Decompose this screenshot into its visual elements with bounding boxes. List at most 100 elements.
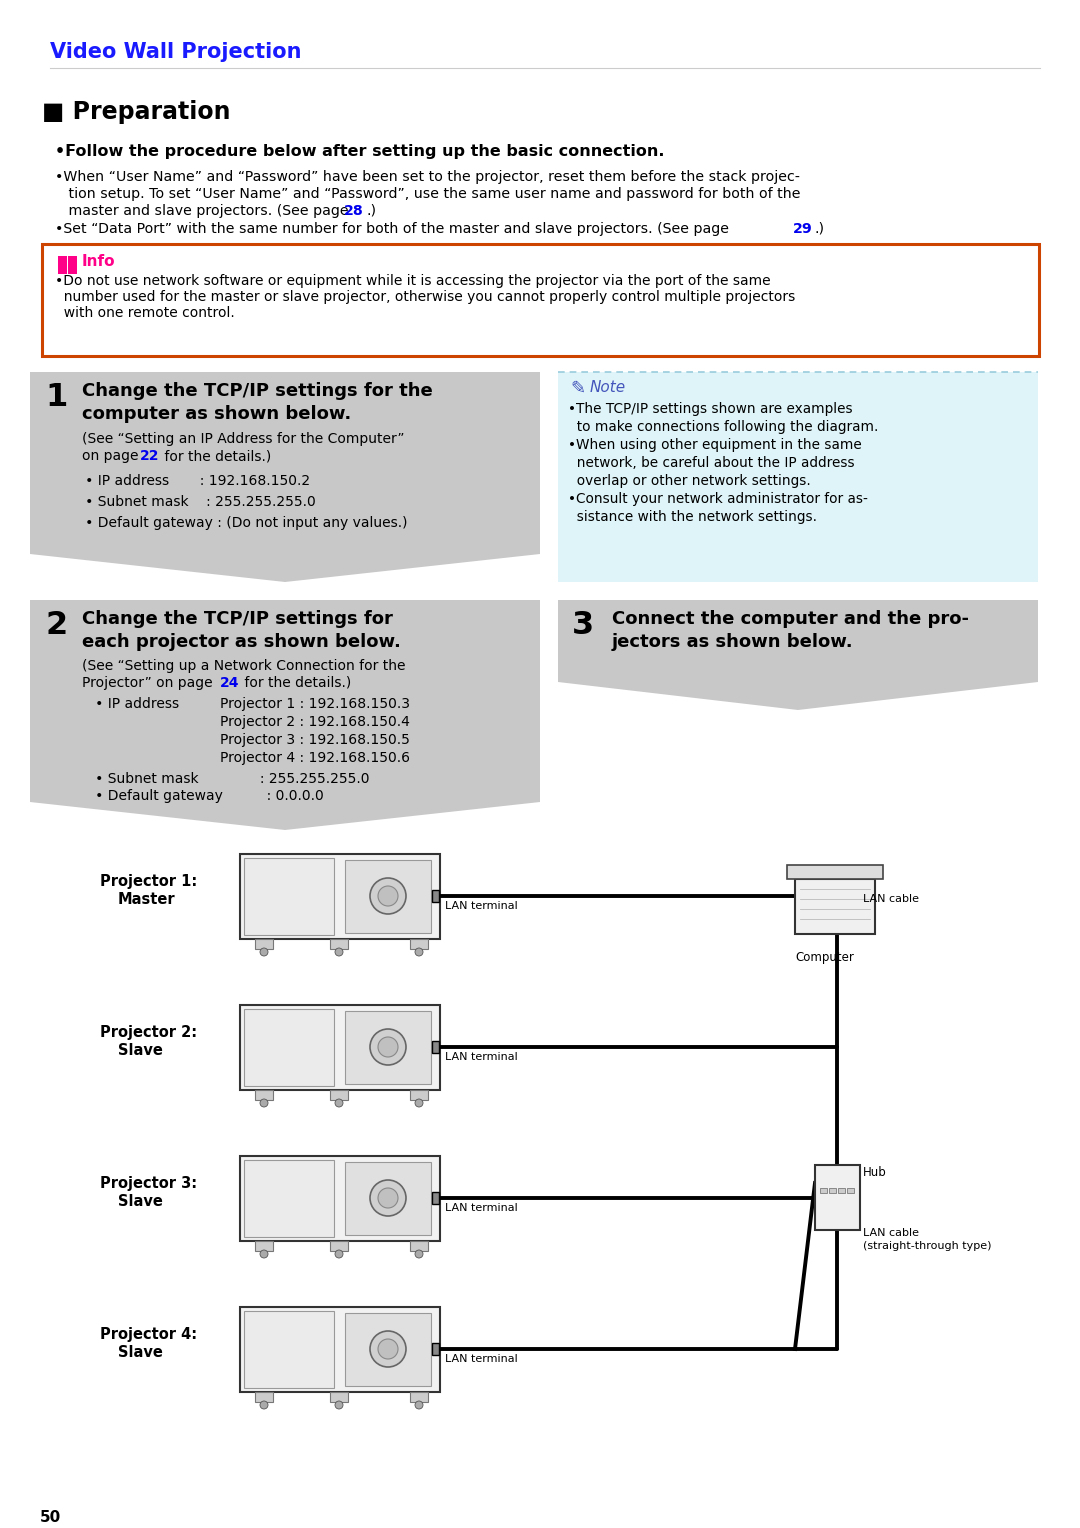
Circle shape	[260, 947, 268, 957]
Circle shape	[370, 879, 406, 914]
Text: LAN cable: LAN cable	[863, 894, 919, 905]
FancyBboxPatch shape	[847, 1187, 854, 1193]
Text: •Follow the procedure below after setting up the basic connection.: •Follow the procedure below after settin…	[55, 144, 664, 159]
FancyBboxPatch shape	[244, 1160, 334, 1238]
FancyBboxPatch shape	[58, 257, 67, 274]
FancyBboxPatch shape	[255, 1241, 273, 1251]
Text: Projector 1 : 192.168.150.3: Projector 1 : 192.168.150.3	[220, 697, 410, 711]
Text: number used for the master or slave projector, otherwise you cannot properly con: number used for the master or slave proj…	[55, 290, 795, 304]
Text: Slave: Slave	[118, 1345, 163, 1360]
Text: Slave: Slave	[118, 1044, 163, 1057]
Circle shape	[335, 1099, 343, 1106]
Text: Projector 3 : 192.168.150.5: Projector 3 : 192.168.150.5	[220, 733, 410, 747]
Text: (See “Setting an IP Address for the Computer”: (See “Setting an IP Address for the Comp…	[82, 432, 405, 446]
Text: •The TCP/IP settings shown are examples: •The TCP/IP settings shown are examples	[568, 402, 852, 416]
FancyBboxPatch shape	[240, 1306, 440, 1392]
Circle shape	[335, 947, 343, 957]
Text: Master: Master	[118, 892, 176, 908]
Circle shape	[415, 947, 423, 957]
Circle shape	[415, 1099, 423, 1106]
FancyBboxPatch shape	[330, 940, 348, 949]
FancyBboxPatch shape	[432, 889, 438, 902]
Text: ■ Preparation: ■ Preparation	[42, 99, 230, 124]
Text: .): .)	[815, 222, 825, 235]
Circle shape	[260, 1401, 268, 1409]
Polygon shape	[795, 879, 875, 934]
FancyBboxPatch shape	[558, 371, 1038, 582]
Polygon shape	[30, 371, 540, 582]
Text: •Set “Data Port” with the same number for both of the master and slave projector: •Set “Data Port” with the same number fo…	[55, 222, 733, 235]
Circle shape	[370, 1180, 406, 1216]
Text: to make connections following the diagram.: to make connections following the diagra…	[568, 420, 878, 434]
FancyBboxPatch shape	[330, 1089, 348, 1100]
Text: jectors as shown below.: jectors as shown below.	[612, 633, 853, 651]
Text: • Default gateway          : 0.0.0.0: • Default gateway : 0.0.0.0	[82, 788, 324, 804]
Circle shape	[370, 1028, 406, 1065]
Circle shape	[335, 1250, 343, 1258]
FancyBboxPatch shape	[410, 1089, 428, 1100]
FancyBboxPatch shape	[240, 854, 440, 940]
Text: LAN terminal: LAN terminal	[445, 902, 517, 911]
FancyBboxPatch shape	[838, 1187, 845, 1193]
Text: for the details.): for the details.)	[240, 675, 351, 691]
Text: • Subnet mask    : 255.255.255.0: • Subnet mask : 255.255.255.0	[72, 495, 315, 509]
Text: LAN cable
(straight-through type): LAN cable (straight-through type)	[863, 1229, 991, 1251]
Text: each projector as shown below.: each projector as shown below.	[82, 633, 401, 651]
Circle shape	[335, 1401, 343, 1409]
FancyBboxPatch shape	[240, 1157, 440, 1241]
FancyBboxPatch shape	[345, 1313, 431, 1386]
FancyBboxPatch shape	[410, 940, 428, 949]
Circle shape	[370, 1331, 406, 1368]
FancyBboxPatch shape	[330, 1241, 348, 1251]
Text: Projector 4 : 192.168.150.6: Projector 4 : 192.168.150.6	[220, 750, 410, 766]
FancyBboxPatch shape	[255, 1392, 273, 1403]
Text: • IP address       : 192.168.150.2: • IP address : 192.168.150.2	[72, 474, 310, 487]
Text: •Do not use network software or equipment while it is accessing the projector vi: •Do not use network software or equipmen…	[55, 274, 771, 287]
Text: Slave: Slave	[118, 1193, 163, 1209]
Text: •Consult your network administrator for as-: •Consult your network administrator for …	[568, 492, 868, 506]
Text: 3: 3	[572, 610, 594, 642]
Text: tion setup. To set “User Name” and “Password”, use the same user name and passwo: tion setup. To set “User Name” and “Pass…	[55, 186, 800, 202]
FancyBboxPatch shape	[244, 1008, 334, 1086]
Text: Video Wall Projection: Video Wall Projection	[50, 41, 301, 63]
Circle shape	[415, 1250, 423, 1258]
Text: Projector 1:: Projector 1:	[100, 874, 198, 889]
FancyBboxPatch shape	[432, 1041, 438, 1053]
Polygon shape	[558, 601, 1038, 711]
Text: Computer: Computer	[795, 950, 854, 964]
FancyBboxPatch shape	[68, 257, 77, 274]
Text: on page: on page	[82, 449, 143, 463]
FancyBboxPatch shape	[787, 865, 883, 879]
Circle shape	[415, 1401, 423, 1409]
Text: for the details.): for the details.)	[160, 449, 271, 463]
FancyBboxPatch shape	[244, 1311, 334, 1387]
Circle shape	[260, 1099, 268, 1106]
Text: network, be careful about the IP address: network, be careful about the IP address	[568, 455, 854, 471]
Circle shape	[378, 1339, 399, 1358]
Text: 50: 50	[40, 1510, 62, 1525]
Text: Change the TCP/IP settings for the: Change the TCP/IP settings for the	[82, 382, 433, 400]
Text: •When using other equipment in the same: •When using other equipment in the same	[568, 439, 862, 452]
FancyBboxPatch shape	[829, 1187, 836, 1193]
FancyBboxPatch shape	[244, 859, 334, 935]
Text: Projector 3:: Projector 3:	[100, 1177, 198, 1190]
Circle shape	[378, 1187, 399, 1209]
Text: • Default gateway : (Do not input any values.): • Default gateway : (Do not input any va…	[72, 516, 407, 530]
FancyBboxPatch shape	[432, 1192, 438, 1204]
Text: 29: 29	[793, 222, 813, 235]
Text: Info: Info	[82, 254, 116, 269]
Text: sistance with the network settings.: sistance with the network settings.	[568, 510, 816, 524]
Text: Note: Note	[590, 380, 626, 396]
FancyBboxPatch shape	[330, 1392, 348, 1403]
FancyBboxPatch shape	[820, 1187, 827, 1193]
Circle shape	[260, 1250, 268, 1258]
Text: Hub: Hub	[863, 1166, 887, 1180]
FancyBboxPatch shape	[255, 1089, 273, 1100]
FancyBboxPatch shape	[432, 1343, 438, 1355]
Text: •When “User Name” and “Password” have been set to the projector, reset them befo: •When “User Name” and “Password” have be…	[55, 170, 800, 183]
FancyBboxPatch shape	[345, 1161, 431, 1235]
Circle shape	[378, 1038, 399, 1057]
FancyBboxPatch shape	[240, 1005, 440, 1089]
Polygon shape	[30, 601, 540, 830]
Text: with one remote control.: with one remote control.	[55, 306, 234, 319]
